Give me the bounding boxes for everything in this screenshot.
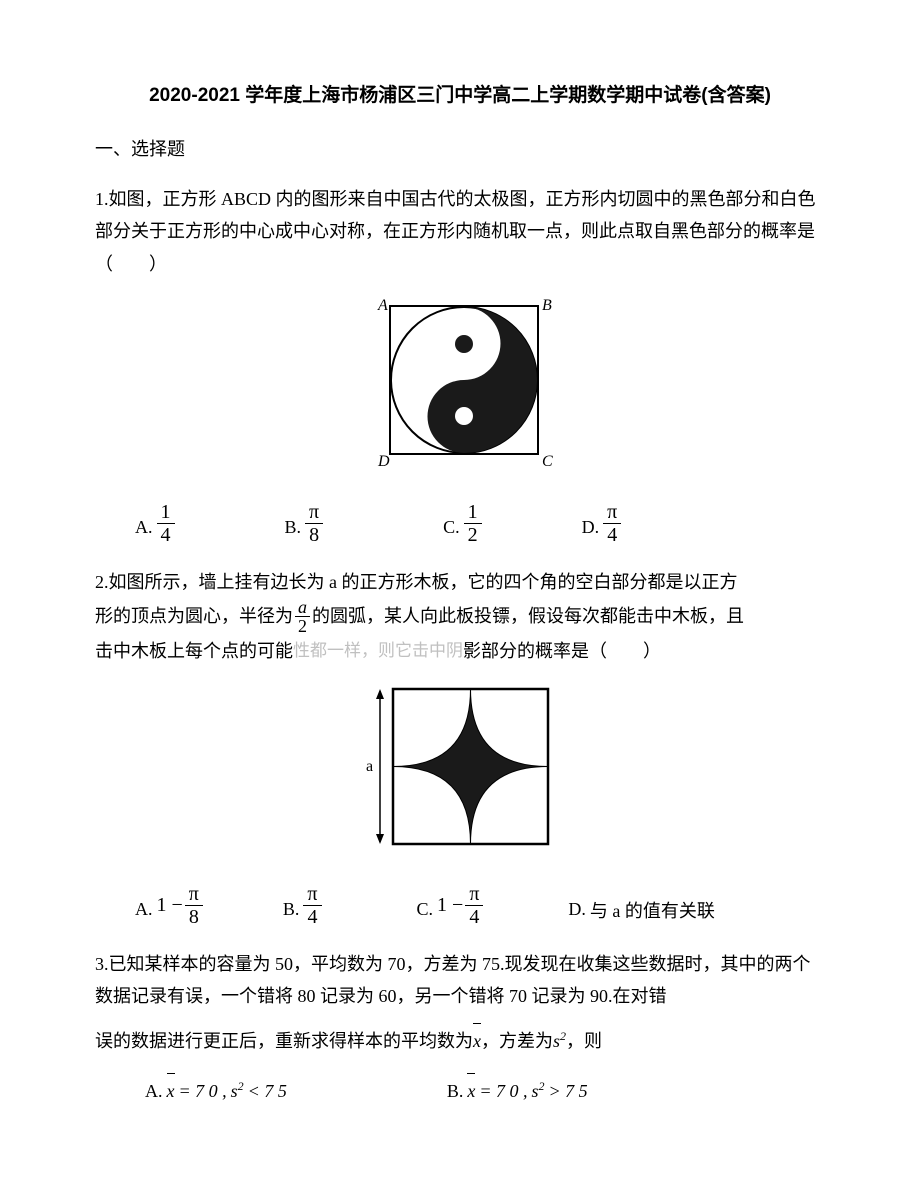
- question-2: 2.如图所示，墙上挂有边长为 a 的正方形木板，它的四个角的空白部分都是以正方 …: [95, 566, 825, 928]
- q2-option-a: A. 1 − π 8: [135, 883, 203, 928]
- watermark-text: 性都一样，则它击中阴: [293, 636, 463, 667]
- q2-options: A. 1 − π 8 B. π 4 C. 1 − π 4: [95, 883, 825, 928]
- svg-text:D: D: [377, 453, 390, 470]
- q3-text: 3.已知某样本的容量为 50，平均数为 70，方差为 75.现发现在收集这些数据…: [95, 948, 825, 1057]
- q2-figure: a: [95, 679, 825, 864]
- s-squared-symbol: s2: [553, 1025, 566, 1057]
- exam-title: 2020-2021 学年度上海市杨浦区三门中学高二上学期数学期中试卷(含答案): [95, 80, 825, 107]
- q1-figure: A B C D: [95, 292, 825, 482]
- q1-option-b: B. π 8: [285, 501, 324, 546]
- question-1: 1.如图，正方形 ABCD 内的图形来自中国古代的太极图，正方形内切圆中的黑色部…: [95, 183, 825, 546]
- svg-text:a: a: [366, 758, 373, 775]
- question-3: 3.已知某样本的容量为 50，平均数为 70，方差为 75.现发现在收集这些数据…: [95, 948, 825, 1108]
- svg-text:B: B: [542, 297, 552, 314]
- svg-text:A: A: [377, 297, 388, 314]
- q1-options: A. 1 4 B. π 8 C. 1 2 D. π 4: [95, 501, 825, 546]
- q2-text: 2.如图所示，墙上挂有边长为 a 的正方形木板，它的四个角的空白部分都是以正方 …: [95, 566, 825, 668]
- q2-option-d: D. 与 a 的值有关联: [568, 893, 715, 927]
- svg-text:C: C: [542, 453, 553, 470]
- q3-options: A. x = 7 0 , s2 < 7 5 B. x = 7 0 , s2 > …: [95, 1075, 825, 1107]
- q1-option-c: C. 1 2: [443, 501, 482, 546]
- section-heading: 一、选择题: [95, 135, 825, 161]
- q2-option-b: B. π 4: [283, 883, 322, 928]
- q1-option-a: A. 1 4: [135, 501, 175, 546]
- q1-option-d: D. π 4: [582, 501, 622, 546]
- q3-option-b: B. x = 7 0 , s2 > 7 5: [447, 1075, 588, 1107]
- q2-option-c: C. 1 − π 4: [417, 883, 484, 928]
- xbar-symbol: x: [473, 1025, 481, 1057]
- q3-option-a: A. x = 7 0 , s2 < 7 5: [145, 1075, 287, 1107]
- q1-text: 1.如图，正方形 ABCD 内的图形来自中国古代的太极图，正方形内切圆中的黑色部…: [95, 183, 825, 280]
